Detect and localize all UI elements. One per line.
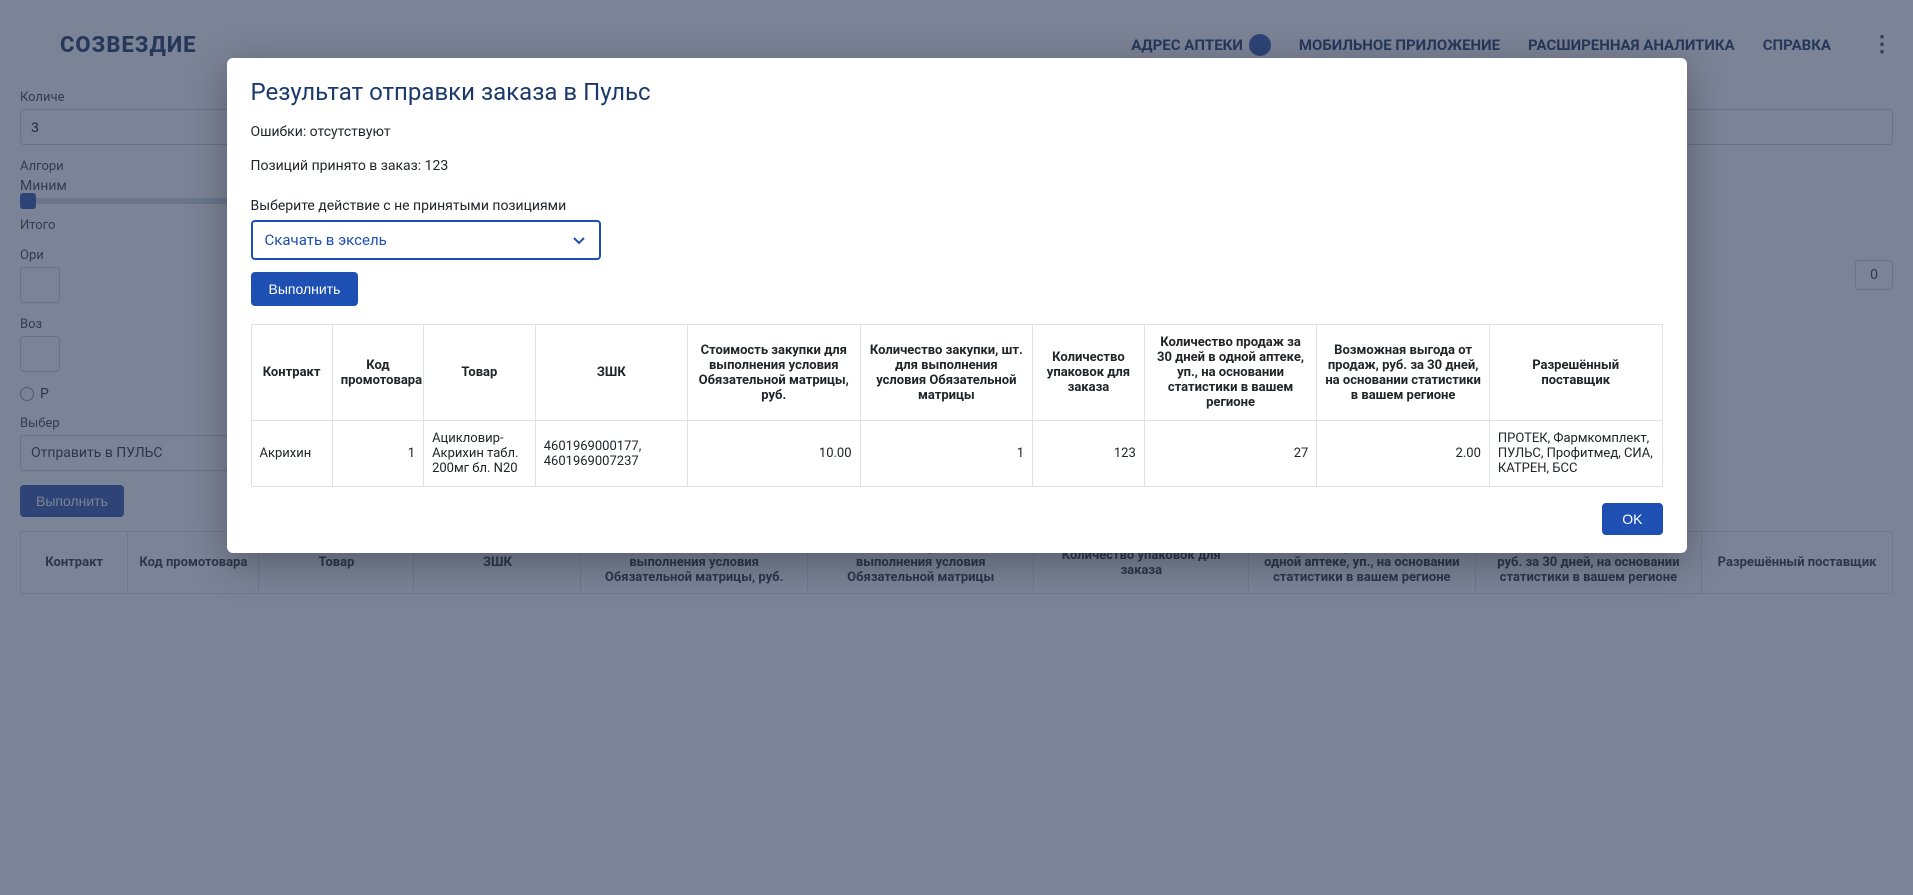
ok-button[interactable]: OK bbox=[1602, 503, 1662, 535]
th-purchase-qty: Количество закупки, шт. для выполнения у… bbox=[860, 325, 1033, 421]
th-promo-code: Код промотовара bbox=[332, 325, 423, 421]
modal-header: Результат отправки заказа в Пульс bbox=[227, 58, 1687, 118]
cell-zshk: 4601969000177, 4601969007237 bbox=[535, 421, 687, 487]
execute-button[interactable]: Выполнить bbox=[251, 272, 359, 306]
cell-purchase-cost: 10.00 bbox=[687, 421, 860, 487]
result-table: Контракт Код промотовара Товар ЗШК Стоим… bbox=[251, 324, 1663, 487]
th-purchase-cost: Стоимость закупки для выполнения условия… bbox=[687, 325, 860, 421]
th-benefit: Возможная выгода от продаж, руб. за 30 д… bbox=[1317, 325, 1490, 421]
th-contract: Контракт bbox=[251, 325, 332, 421]
table-row: Акрихин 1 Ацикловир-Акрихин табл. 200мг … bbox=[251, 421, 1662, 487]
dropdown-value: Скачать в эксель bbox=[265, 231, 387, 249]
th-zshk: ЗШК bbox=[535, 325, 687, 421]
modal-footer: OK bbox=[227, 491, 1687, 553]
table-header-row: Контракт Код промотовара Товар ЗШК Стоим… bbox=[251, 325, 1662, 421]
th-packs-qty: Количество упаковок для заказа bbox=[1033, 325, 1145, 421]
th-product: Товар bbox=[424, 325, 536, 421]
cell-sales-30d: 27 bbox=[1144, 421, 1317, 487]
cell-benefit: 2.00 bbox=[1317, 421, 1490, 487]
cell-contract: Акрихин bbox=[251, 421, 332, 487]
cell-promo-code: 1 bbox=[332, 421, 423, 487]
order-result-modal: Результат отправки заказа в Пульс Ошибки… bbox=[227, 58, 1687, 553]
action-select-label: Выберите действие с не принятыми позиция… bbox=[251, 198, 1663, 214]
cell-purchase-qty: 1 bbox=[860, 421, 1033, 487]
action-dropdown[interactable]: Скачать в эксель bbox=[251, 220, 601, 260]
modal-body: Ошибки: отсутствуют Позиций принято в за… bbox=[227, 118, 1687, 491]
cell-supplier: ПРОТЕК, Фармкомплект, ПУЛЬС, Профитмед, … bbox=[1489, 421, 1662, 487]
errors-line: Ошибки: отсутствуют bbox=[251, 124, 1663, 140]
accepted-line: Позиций принято в заказ: 123 bbox=[251, 158, 1663, 174]
cell-product: Ацикловир-Акрихин табл. 200мг бл. N20 bbox=[424, 421, 536, 487]
cell-packs-qty: 123 bbox=[1033, 421, 1145, 487]
modal-title: Результат отправки заказа в Пульс bbox=[251, 78, 1663, 106]
th-sales-30d: Количество продаж за 30 дней в одной апт… bbox=[1144, 325, 1317, 421]
chevron-down-icon bbox=[571, 232, 587, 248]
modal-overlay: Результат отправки заказа в Пульс Ошибки… bbox=[0, 0, 1913, 895]
th-supplier: Разрешённый поставщик bbox=[1489, 325, 1662, 421]
